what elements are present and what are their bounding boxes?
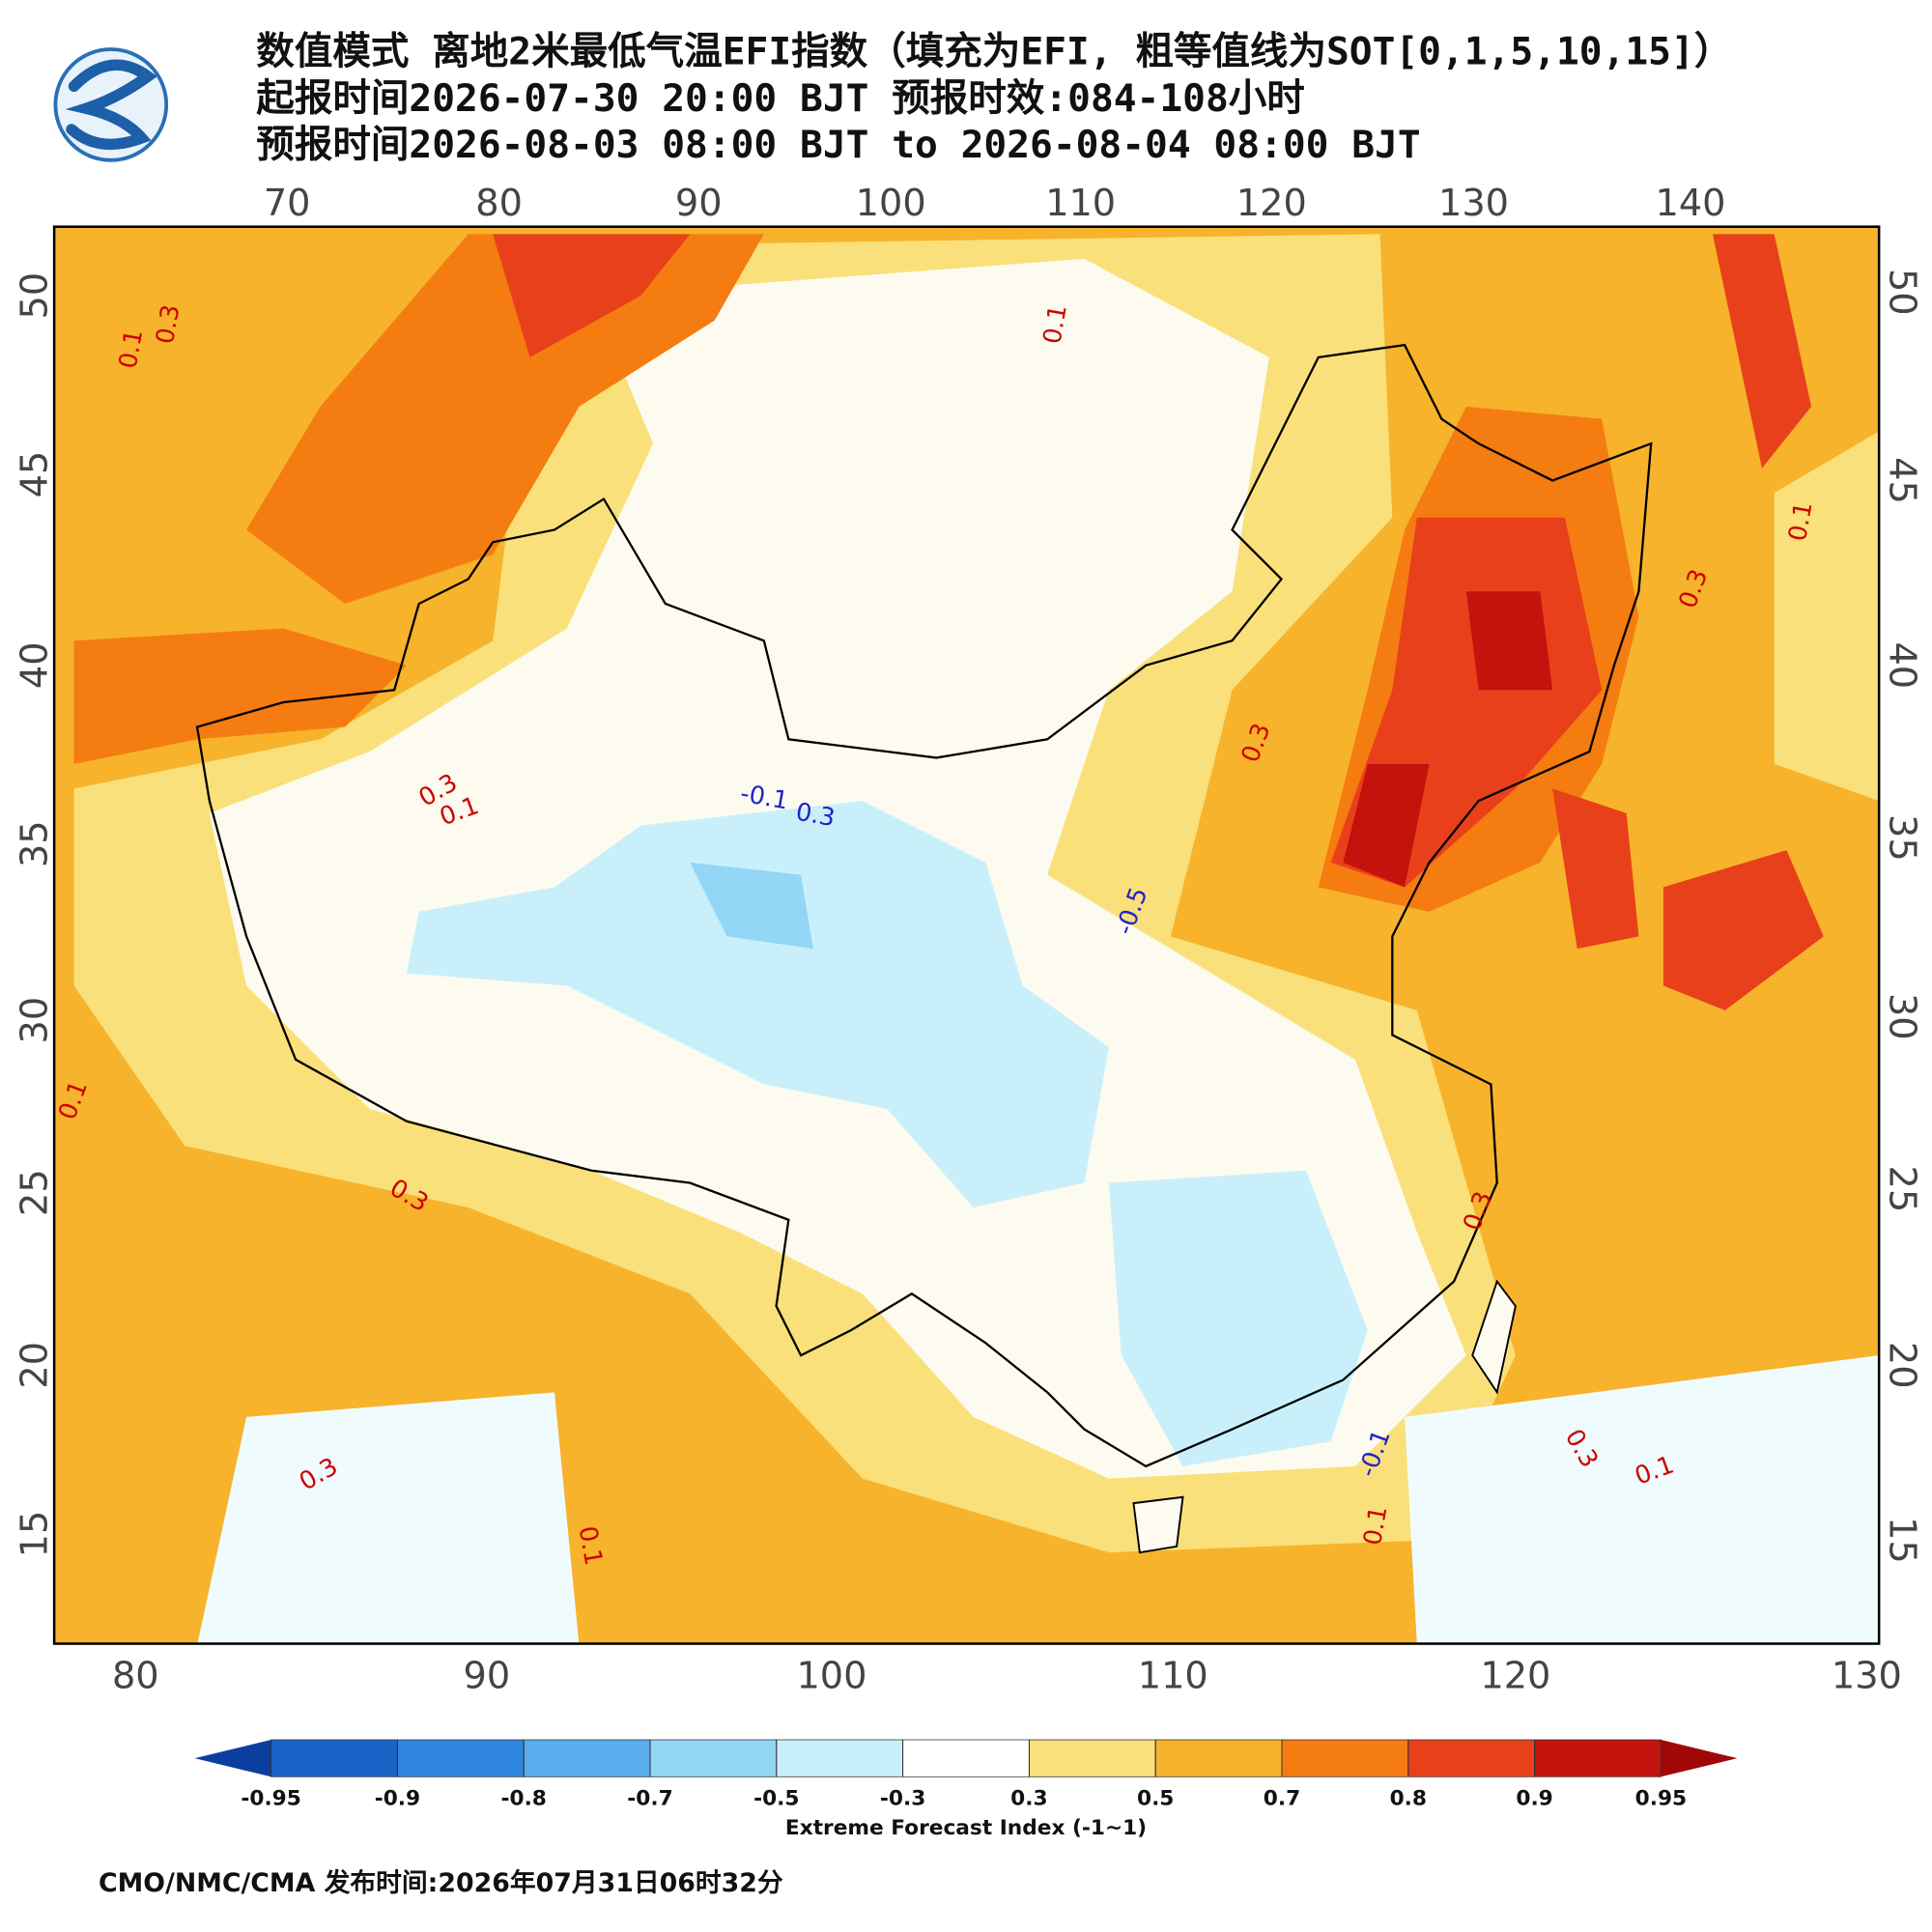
lon-label-bottom: 130 <box>1832 1654 1902 1697</box>
map: 0.10.30.30.1 -0.1 0.30.10.3-0.50.30.10.3-0… <box>52 225 1881 1645</box>
lon-label-bottom: 90 <box>463 1654 510 1697</box>
colorbar-tick-label: 0.3 <box>1010 1787 1047 1811</box>
colorbar-tick-label: -0.9 <box>375 1787 420 1811</box>
lat-label-left: 40 <box>13 641 56 689</box>
contour-label: 0.1 <box>1037 302 1073 346</box>
lat-label-left: 25 <box>13 1169 56 1216</box>
colorbar-tick-label: 0.8 <box>1390 1787 1427 1811</box>
contour-label: 0.1 <box>1783 499 1819 543</box>
lon-label-bottom: 100 <box>796 1654 867 1697</box>
lon-label-bottom: 120 <box>1480 1654 1550 1697</box>
contour-label: 0.3 <box>793 798 837 834</box>
lat-label-right: 50 <box>1881 269 1924 316</box>
lon-label-top: 120 <box>1236 182 1307 225</box>
colorbar-tick-label: -0.3 <box>880 1787 925 1811</box>
lat-label-left: 30 <box>13 997 56 1044</box>
colorbar-under <box>194 1740 271 1777</box>
colorbar-segment <box>270 1739 398 1777</box>
colorbar-tick-label: 0.9 <box>1516 1787 1552 1811</box>
lat-label-right: 20 <box>1881 1342 1924 1389</box>
colorbar-tick-label: -0.8 <box>501 1787 547 1811</box>
lat-label-left: 15 <box>13 1511 56 1558</box>
contour-label: 0.1 <box>573 1524 609 1568</box>
colorbar-label: Extreme Forecast Index (-1~1) <box>785 1816 1147 1840</box>
colorbar-over <box>1661 1740 1738 1777</box>
lat-label-left: 45 <box>13 451 56 498</box>
colorbar-segment <box>1407 1739 1535 1777</box>
contour-label: 0.1 <box>1358 1504 1394 1548</box>
lon-label-top: 70 <box>264 182 311 225</box>
colorbar-segment <box>902 1739 1030 1777</box>
colorbar-tick-label: 0.95 <box>1635 1787 1687 1811</box>
colorbar-tick-label: 0.7 <box>1264 1787 1300 1811</box>
footer: CMO/NMC/CMA 发布时间:2026年07月31日06时32分 <box>99 1867 783 1898</box>
lat-label-left: 50 <box>13 272 56 320</box>
colorbar-segment <box>1281 1739 1409 1777</box>
colorbar-segment <box>523 1739 651 1777</box>
lat-label-right: 15 <box>1881 1517 1924 1564</box>
lat-label-right: 45 <box>1881 457 1924 504</box>
colorbar-segment <box>776 1739 903 1777</box>
colorbar-tick-label: -0.7 <box>627 1787 672 1811</box>
lon-label-top: 90 <box>675 182 723 225</box>
lon-label-top: 100 <box>856 182 926 225</box>
lon-label-top: 140 <box>1655 182 1725 225</box>
colorbar-segment <box>1534 1739 1662 1777</box>
lon-label-bottom: 80 <box>112 1654 159 1697</box>
lon-label-bottom: 110 <box>1138 1654 1208 1697</box>
lon-label-top: 80 <box>475 182 523 225</box>
lat-label-right: 35 <box>1881 814 1924 862</box>
lon-label-top: 110 <box>1045 182 1116 225</box>
title-line: 数值模式 离地2米最低气温EFI指数（填充为EFI, 粗等值线为SOT[0,1,… <box>256 29 1732 73</box>
title-line: 预报时间2026-08-03 08:00 BJT to 2026-08-04 0… <box>256 123 1420 167</box>
colorbar-segment <box>1154 1739 1283 1777</box>
colorbar-tick-label: -0.95 <box>241 1787 300 1811</box>
lat-label-right: 25 <box>1881 1166 1924 1213</box>
title-line: 起报时间2026-07-30 20:00 BJT 预报时效:084-108小时 <box>256 76 1305 121</box>
lat-label-left: 35 <box>13 820 56 867</box>
colorbar-segment <box>649 1739 778 1777</box>
colorbar-segment <box>1029 1739 1156 1777</box>
colorbar-tick-label: 0.5 <box>1137 1787 1174 1811</box>
lat-label-left: 20 <box>13 1342 56 1389</box>
lat-label-right: 40 <box>1881 641 1924 689</box>
colorbar-segment <box>397 1739 525 1777</box>
contour-label: 0.3 <box>151 302 186 346</box>
colorbar-tick-label: -0.5 <box>753 1787 799 1811</box>
lat-label-right: 30 <box>1881 993 1924 1040</box>
contour-label: 0.1 <box>114 327 150 371</box>
lon-label-top: 130 <box>1438 182 1509 225</box>
logo <box>53 47 169 162</box>
